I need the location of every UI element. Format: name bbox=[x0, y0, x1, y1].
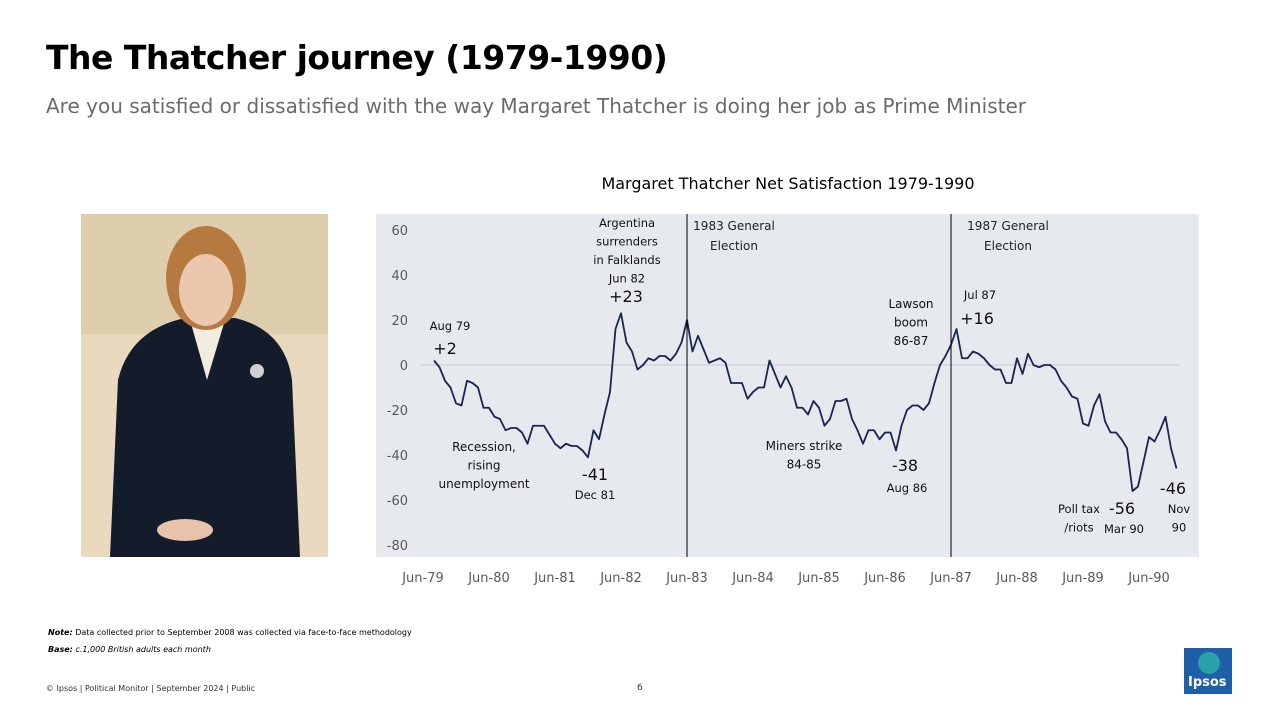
annotation: /riots bbox=[1064, 521, 1093, 535]
annotation: 90 bbox=[1172, 521, 1187, 535]
annotation: Nov bbox=[1168, 502, 1191, 516]
annotation: -46 bbox=[1160, 479, 1186, 498]
annotation: unemployment bbox=[438, 477, 529, 491]
x-tick-label: Jun-82 bbox=[599, 571, 642, 586]
annotation: Argentina bbox=[599, 216, 655, 230]
event-label: 1987 General bbox=[967, 219, 1049, 233]
annotation: Lawson bbox=[888, 297, 933, 311]
annotation: +2 bbox=[433, 339, 457, 358]
base-label: Base: bbox=[48, 645, 73, 654]
event-label: 1983 General bbox=[693, 219, 775, 233]
x-tick-label: Jun-81 bbox=[533, 571, 576, 586]
slide-title: The Thatcher journey (1979-1990) bbox=[46, 38, 668, 77]
annotation: Recession, bbox=[452, 440, 516, 454]
logo-text: Ipsos bbox=[1188, 675, 1227, 690]
note-label: Note: bbox=[48, 628, 73, 637]
y-tick-label: -20 bbox=[387, 404, 408, 419]
event-label: Election bbox=[710, 239, 758, 253]
base-text: c.1,000 British adults each month bbox=[75, 645, 211, 654]
annotation: 86-87 bbox=[894, 334, 929, 348]
annotation: Aug 86 bbox=[887, 481, 928, 495]
annotation: +16 bbox=[960, 309, 994, 328]
x-tick-label: Jun-86 bbox=[863, 571, 906, 586]
logo: Ipsos bbox=[1184, 648, 1232, 694]
annotation: +23 bbox=[609, 287, 643, 306]
x-tick-label: Jun-80 bbox=[467, 571, 510, 586]
footer: © Ipsos | Political Monitor | September … bbox=[46, 684, 256, 693]
x-tick-label: Jun-79 bbox=[401, 571, 444, 586]
annotation: -38 bbox=[892, 456, 918, 475]
y-tick-label: 60 bbox=[391, 224, 408, 239]
y-tick-label: -60 bbox=[387, 494, 408, 509]
annotation: Jun 82 bbox=[608, 272, 645, 286]
base: Base: c.1,000 British adults each month bbox=[48, 645, 211, 654]
annotation: Jul 87 bbox=[963, 288, 996, 302]
y-tick-label: 20 bbox=[391, 314, 408, 329]
x-tick-label: Jun-87 bbox=[929, 571, 972, 586]
portrait bbox=[81, 214, 328, 557]
annotation: -41 bbox=[582, 465, 608, 484]
note-text: Data collected prior to September 2008 w… bbox=[75, 628, 412, 637]
annotation: Mar 90 bbox=[1104, 522, 1144, 536]
x-tick-label: Jun-90 bbox=[1127, 571, 1170, 586]
x-tick-label: Jun-85 bbox=[797, 571, 840, 586]
net-satisfaction-line bbox=[433, 312, 1178, 492]
note: Note: Data collected prior to September … bbox=[48, 628, 412, 637]
y-tick-label: -80 bbox=[387, 539, 408, 554]
annotation: surrenders bbox=[596, 235, 658, 249]
y-tick-label: 0 bbox=[400, 359, 408, 374]
x-tick-label: Jun-89 bbox=[1061, 571, 1104, 586]
x-tick-label: Jun-88 bbox=[995, 571, 1038, 586]
annotation: Aug 79 bbox=[430, 319, 471, 333]
annotation: in Falklands bbox=[593, 253, 660, 267]
y-tick-label: 40 bbox=[391, 269, 408, 284]
annotation: rising bbox=[467, 459, 500, 473]
chart-title: Margaret Thatcher Net Satisfaction 1979-… bbox=[601, 174, 974, 193]
annotation: Dec 81 bbox=[575, 488, 616, 502]
event-label: Election bbox=[984, 239, 1032, 253]
x-tick-label: Jun-84 bbox=[731, 571, 774, 586]
annotation: Miners strike bbox=[766, 439, 843, 453]
plot-area bbox=[376, 214, 1199, 557]
annotation: -56 bbox=[1109, 499, 1135, 518]
page-number: 6 bbox=[637, 683, 643, 693]
annotation: boom bbox=[894, 316, 928, 330]
annotation: 84-85 bbox=[787, 458, 822, 472]
slide-subtitle: Are you satisfied or dissatisfied with t… bbox=[46, 94, 1027, 118]
annotation: Poll tax bbox=[1058, 502, 1100, 516]
y-tick-label: -40 bbox=[387, 449, 408, 464]
chart: Margaret Thatcher Net Satisfaction 1979-… bbox=[81, 174, 1199, 586]
x-tick-label: Jun-83 bbox=[665, 571, 708, 586]
